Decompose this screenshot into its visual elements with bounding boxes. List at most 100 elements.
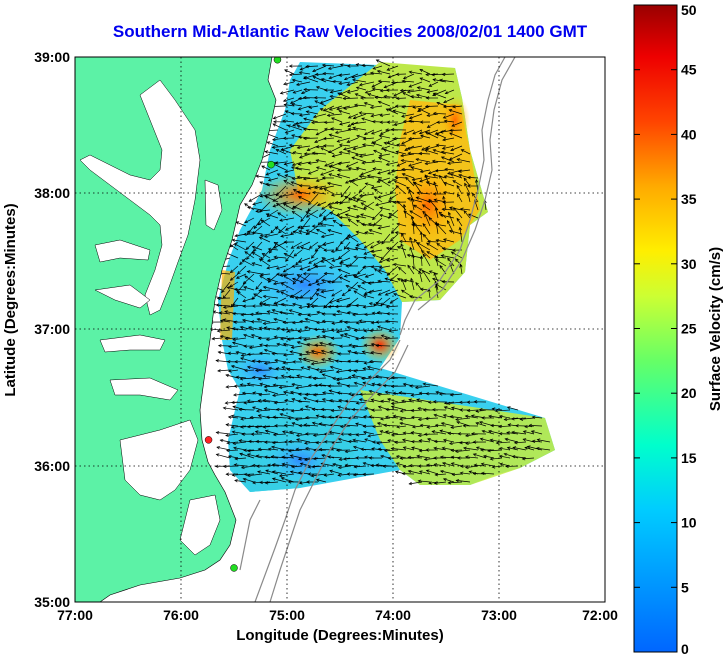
velocity-vector [359, 185, 367, 193]
velocity-vector-head [284, 169, 288, 174]
velocity-vector [235, 221, 247, 227]
velocity-vector-head [289, 470, 294, 474]
velocity-vector [299, 305, 311, 309]
velocity-vector-head [310, 304, 315, 309]
velocity-vector [298, 457, 311, 460]
velocity-vector [253, 293, 263, 299]
velocity-vector [421, 145, 431, 151]
velocity-vector [409, 210, 423, 219]
velocity-vector [401, 400, 415, 403]
velocity-vector [313, 113, 327, 118]
velocity-vector [273, 113, 287, 119]
velocity-vector [409, 71, 423, 75]
velocity-vector [273, 384, 287, 387]
velocity-vector [233, 441, 247, 445]
velocity-vector-head [259, 233, 264, 237]
velocity-vector [398, 267, 407, 275]
velocity-vector [507, 447, 519, 451]
velocity-vector [354, 329, 367, 331]
velocity-vector-head [431, 408, 436, 412]
velocity-vector [298, 230, 311, 235]
velocity-vector-head [425, 181, 430, 185]
velocity-vector [283, 203, 295, 211]
velocity-vector-head [414, 385, 419, 390]
velocity-vector [369, 229, 383, 235]
velocity-vector-head [363, 361, 368, 365]
velocity-vector [441, 255, 455, 259]
velocity-vector-head [278, 194, 283, 199]
velocity-vector [400, 89, 415, 91]
velocity-vector-head [291, 398, 296, 402]
velocity-vector [267, 141, 279, 147]
velocity-vector-head [415, 93, 420, 97]
velocity-vector-head [303, 152, 308, 156]
velocity-vector-head [263, 385, 268, 389]
velocity-vector-head [422, 382, 427, 386]
velocity-vector-head [409, 210, 414, 214]
velocity-vector-head [300, 279, 304, 284]
velocity-vector [324, 273, 335, 275]
velocity-vector [356, 220, 367, 227]
velocity-vector-head [419, 169, 424, 174]
velocity-vector-head [240, 357, 244, 361]
velocity-vector-head [300, 246, 304, 250]
velocity-vector [376, 177, 391, 183]
velocity-vector-head [296, 438, 300, 442]
velocity-vector-head [283, 162, 288, 166]
velocity-vector-head [488, 414, 492, 419]
velocity-vector-head [368, 456, 373, 460]
velocity-vector [338, 249, 351, 260]
velocity-vector-head [451, 472, 456, 477]
velocity-vector-head [443, 181, 448, 186]
velocity-vector [264, 456, 279, 459]
velocity-vector [348, 281, 359, 292]
velocity-vector [274, 242, 287, 251]
velocity-vector-head [315, 145, 320, 149]
velocity-vector [386, 305, 399, 308]
velocity-vector-head [376, 383, 381, 387]
velocity-vector-head [393, 292, 397, 297]
velocity-vector-head [292, 189, 297, 193]
velocity-vector [297, 225, 311, 228]
velocity-vector [347, 234, 359, 243]
velocity-vector-head [248, 198, 253, 202]
velocity-vector [531, 430, 543, 435]
velocity-vector-head [329, 365, 334, 369]
velocity-vector-head [290, 245, 295, 249]
velocity-vector-head [395, 96, 400, 101]
velocity-vector-head [330, 127, 334, 131]
velocity-vector [265, 195, 279, 203]
velocity-vector-head [362, 424, 367, 428]
velocity-vector [481, 463, 495, 467]
velocity-vector [293, 249, 303, 257]
velocity-vector [340, 185, 351, 198]
velocity-vector-head [280, 448, 284, 452]
velocity-vector [263, 399, 279, 403]
velocity-vector [410, 96, 423, 99]
velocity-vector-head [474, 179, 479, 183]
velocity-vector-head [312, 75, 317, 80]
velocity-vector-head [383, 423, 387, 428]
velocity-vector [345, 449, 359, 453]
velocity-vector-head [433, 446, 438, 450]
velocity-vector [260, 481, 271, 483]
velocity-vector-head [344, 195, 348, 200]
velocity-vector-head [488, 429, 492, 434]
velocity-vector [298, 136, 311, 139]
velocity-vector-head [221, 289, 225, 294]
velocity-vector-head [411, 266, 416, 270]
velocity-vector [403, 446, 415, 451]
velocity-vector-head [348, 179, 353, 184]
velocity-vector-head [311, 421, 316, 425]
velocity-vector [363, 416, 375, 419]
velocity-vector-head [332, 462, 336, 467]
velocity-vector [389, 329, 399, 332]
velocity-vector-head [338, 81, 343, 86]
velocity-vector [403, 73, 415, 80]
velocity-vector-head [506, 431, 510, 435]
velocity-vector-head [377, 279, 381, 283]
velocity-vector-head [504, 437, 509, 442]
velocity-vector [273, 281, 287, 285]
velocity-vector-head [328, 133, 333, 137]
velocity-vector-head [338, 223, 343, 228]
